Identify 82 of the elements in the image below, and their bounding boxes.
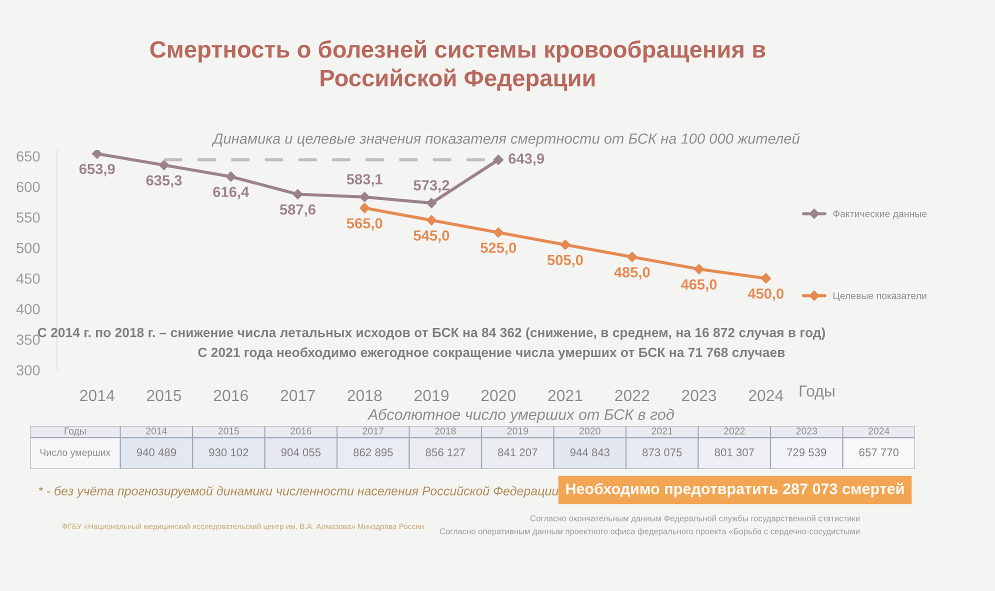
x-tick-label: 2021 (652, 428, 672, 434)
x-tick-label: 2023 (682, 390, 716, 402)
data-label: 944 843 (570, 448, 610, 456)
data-label: 465,0 (680, 279, 717, 292)
point (627, 252, 638, 262)
x-tick-label: 2020 (481, 390, 516, 402)
x-tick-label: 2021 (548, 390, 582, 402)
data-label: 565,0 (346, 218, 382, 231)
point (226, 172, 236, 182)
x-tick-label: 2022 (615, 390, 650, 402)
y-tick-label: 300 (16, 365, 40, 376)
annotation: С 2021 года необходимо ежегодное сокращение числа умерших от БСК на 71 768 случаев (198, 347, 785, 360)
y-tick-label: Число умерших (40, 449, 111, 458)
data-label: 801 307 (714, 448, 754, 456)
data-label: 485,0 (614, 267, 650, 280)
data-label: 450,0 (748, 288, 784, 301)
point (493, 154, 504, 165)
x-axis-title: Годы (800, 386, 834, 400)
legend-label: Фактические данные (833, 210, 927, 220)
y-tick-label: 450 (16, 273, 40, 284)
point (292, 189, 303, 200)
y-tick-label: 550 (16, 212, 40, 223)
x-tick-label: 2018 (435, 428, 456, 434)
data-label: 616,4 (213, 186, 250, 200)
annotation: * - без учёта прогнозируемой динамики численности населения Российской Федерации (38, 486, 558, 498)
x-tick-label: 2014 (146, 428, 167, 434)
data-label: 930 102 (209, 448, 248, 456)
y-tick-label: 650 (16, 151, 40, 162)
x-tick-label: 2019 (414, 390, 449, 402)
data-label: 573,2 (414, 180, 450, 193)
x-tick-label: 2023 (796, 428, 818, 434)
chart-title: Абсолютное число умерших от БСК в год (367, 408, 674, 423)
chart-title: Смертность о болезней системы кровообращения в Российской Федерации (150, 40, 766, 92)
text: Согласно окончательным данным Федеральной службы государственной статистики (530, 515, 860, 523)
data-label: 653,9 (79, 164, 115, 176)
y-tick-label: 600 (16, 182, 40, 192)
point (360, 202, 370, 214)
legend-label: Целевые показатели (833, 292, 926, 302)
point (92, 150, 102, 159)
x-tick-label: 2015 (218, 428, 240, 434)
point (158, 160, 170, 170)
data-label: 904 055 (281, 448, 321, 456)
chart-subtitle: Динамика и целевые значения показателя смертности от БСК на 100 000 жителей (212, 132, 800, 147)
point (426, 198, 437, 208)
data-label: 505,0 (547, 254, 583, 268)
data-label: 545,0 (414, 230, 450, 243)
point (493, 227, 504, 238)
point (694, 264, 704, 274)
data-label: 525,0 (480, 242, 516, 256)
data-label: 635,3 (146, 175, 182, 188)
x-tick-label: 2017 (362, 428, 384, 434)
x-tick-label: 2016 (214, 390, 248, 402)
text: Согласно оперативным данным проектного офиса федерального проекта «Борьба с сердечно-сосудистыми (440, 528, 860, 536)
x-tick-label: 2024 (748, 390, 784, 402)
annotation: Необходимо предотвратить 287 073 смертей (566, 482, 904, 498)
x-tick-label: 2017 (280, 390, 315, 402)
y-tick-label: 350 (16, 334, 40, 345)
data-label: 841 207 (498, 448, 538, 456)
x-tick-label: 2024 (868, 428, 890, 434)
data-label: 862 895 (354, 448, 393, 456)
data-label: 729 539 (787, 448, 826, 456)
point (760, 273, 771, 284)
y-tick-label: 500 (16, 242, 40, 254)
y-tick-label: 400 (16, 304, 40, 314)
x-tick-label: 2019 (507, 428, 528, 434)
x-tick-label: 2014 (80, 390, 114, 402)
point (426, 215, 437, 226)
data-label: 583,1 (346, 174, 382, 187)
x-tick-label: 2015 (147, 390, 182, 402)
data-label: 643,9 (508, 153, 544, 166)
data-label: 587,6 (280, 204, 316, 217)
data-label: 873 075 (642, 448, 682, 456)
x-tick-label: 2016 (290, 428, 312, 434)
x-tick-label: 2020 (580, 428, 600, 434)
x-tick-label: 2022 (724, 428, 745, 434)
data-label: 940 489 (136, 448, 176, 456)
point (560, 240, 570, 250)
data-label: 657 770 (859, 448, 899, 456)
x-axis-title: Годы (64, 428, 86, 436)
data-label: 856 127 (426, 448, 465, 456)
point (360, 192, 370, 202)
x-tick-label: 2018 (348, 390, 382, 402)
